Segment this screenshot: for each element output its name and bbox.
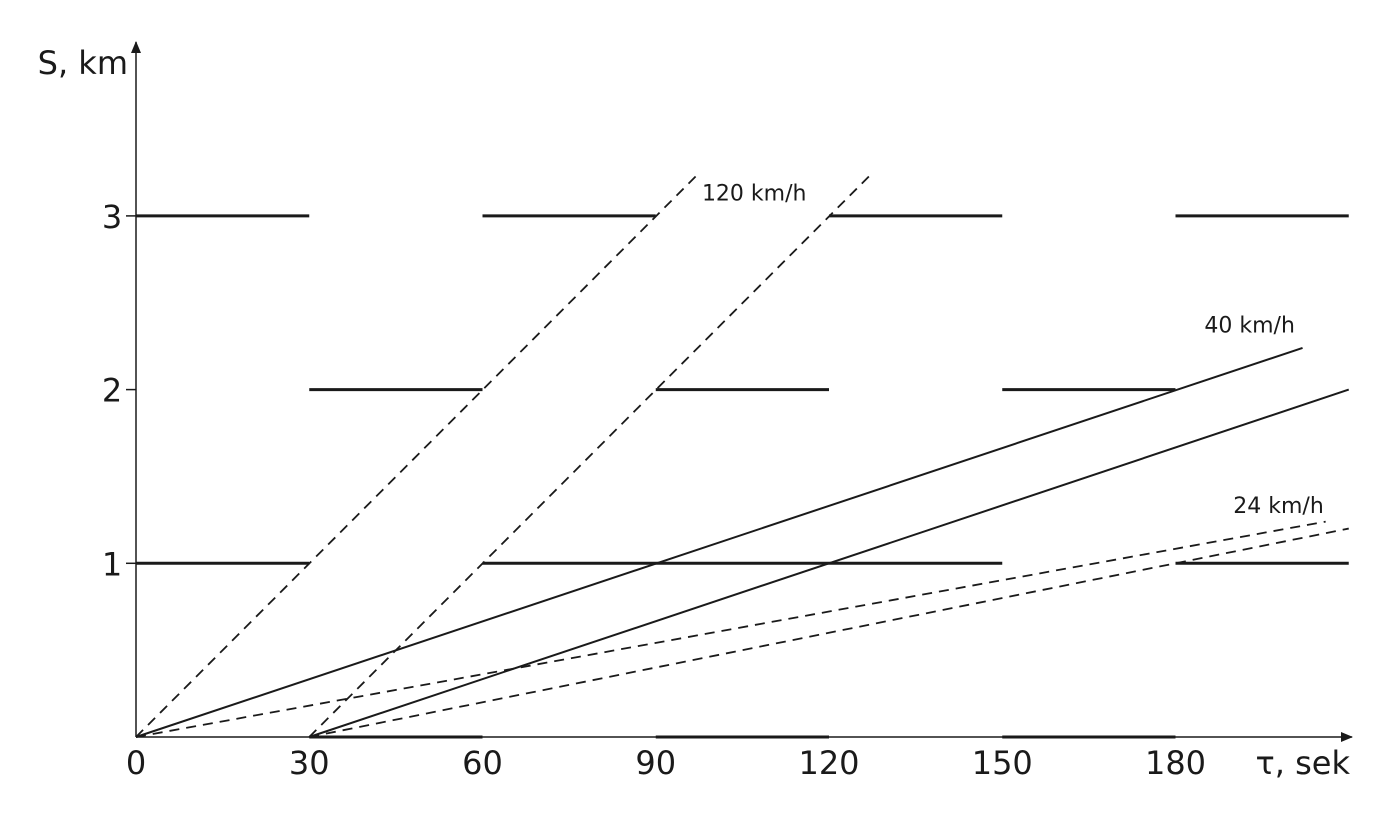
axes: S, km τ, sek <box>38 41 1353 782</box>
series-label-0: 120 km/h <box>702 181 807 206</box>
y-tick-label-2: 2 <box>102 372 122 410</box>
series-line-2 <box>135 346 1303 738</box>
x-axis-title: τ, sek <box>1256 744 1351 782</box>
x-tick-label-180: 180 <box>1145 744 1206 782</box>
series-labels: 120 km/h 40 km/h 24 km/h <box>702 181 1324 519</box>
series-line-1 <box>308 175 871 738</box>
x-tick-label-90: 90 <box>635 744 676 782</box>
signal-bars <box>136 214 1349 739</box>
y-tick-label-1: 1 <box>102 545 122 583</box>
series-line-0 <box>135 175 697 738</box>
series-line-3 <box>308 388 1350 738</box>
series-lines <box>135 175 1350 738</box>
x-tick-label-120: 120 <box>798 744 859 782</box>
y-tick-label-3: 3 <box>102 198 122 236</box>
series-line-5 <box>309 527 1349 738</box>
series-label-2: 24 km/h <box>1233 494 1324 519</box>
x-tick-label-30: 30 <box>289 744 330 782</box>
y-axis-title: S, km <box>38 44 128 82</box>
series-label-1: 40 km/h <box>1204 313 1295 338</box>
x-tick-label-60: 60 <box>462 744 503 782</box>
x-tick-label-150: 150 <box>972 744 1033 782</box>
series-line-4 <box>135 520 1326 738</box>
x-tick-label-0: 0 <box>126 744 146 782</box>
tick-labels: 0 30 60 90 120 150 180 1 2 3 <box>102 198 1206 782</box>
